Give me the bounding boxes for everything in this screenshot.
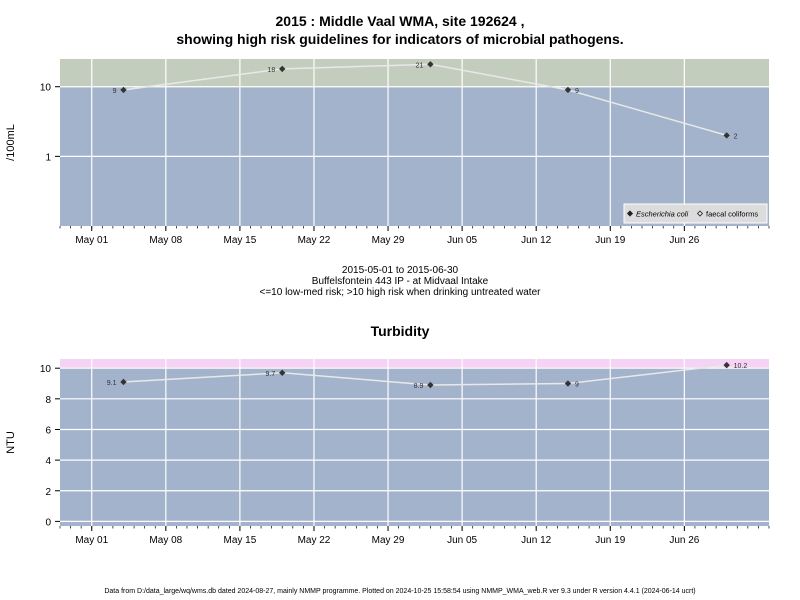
- panel0-xtick-label-5: Jun 05: [447, 235, 477, 246]
- panel0-point-4: [723, 132, 730, 139]
- panel0-point-label-0: 9: [113, 88, 117, 95]
- chart-title-line-1: 2015 : Middle Vaal WMA, site 192624 ,: [275, 13, 525, 29]
- panel0-ytick-label-1: 10: [40, 83, 52, 94]
- panel1-ylabel: NTU: [5, 431, 17, 454]
- panel1-background: [60, 359, 769, 526]
- panel1-ytick-label-5: 10: [40, 364, 52, 375]
- panel0-point-3: [564, 86, 572, 94]
- panel0-point-label-2: 21: [416, 62, 424, 69]
- panel0-xtick-label-6: Jun 12: [521, 235, 551, 246]
- panel1-xtick-label-6: Jun 12: [521, 535, 551, 546]
- panel0-xtick-label-2: May 15: [223, 235, 256, 246]
- panel1-point-0: [120, 378, 127, 386]
- date-range-label: 2015-05-01 to 2015-06-30: [341, 265, 459, 276]
- panel0-xtick-label-8: Jun 26: [669, 235, 699, 246]
- panel0-legend-marker-1: [696, 210, 704, 217]
- panel1-point-1: [279, 369, 286, 376]
- site-name-label: Buffelsfontein 443 IP - at Midvaal Intak…: [311, 276, 489, 287]
- panel1-ytick-label-1: 2: [45, 487, 51, 498]
- panel1-ytick-label-0: 0: [45, 517, 51, 528]
- panel1-xtick-label-7: Jun 19: [595, 535, 625, 546]
- panel1-point-label-2: 8.9: [414, 383, 424, 390]
- panel0-ytick-label-0: 1: [45, 152, 51, 163]
- risk-note-label: <=10 low-med risk; >10 high risk when dr…: [259, 287, 541, 298]
- panel1-point-3: [564, 380, 572, 387]
- panel0-point-label-3: 9: [575, 88, 579, 95]
- panel1-point-2: [427, 381, 434, 389]
- panel0-xtick-label-1: May 08: [149, 235, 182, 246]
- panel0-xtick-label-0: May 01: [75, 235, 108, 246]
- panel1-xtick-label-3: May 22: [298, 535, 331, 546]
- panel1-ytick-label-4: 8: [45, 395, 51, 406]
- panel0-point-label-1: 18: [267, 67, 275, 74]
- panel0-xtick-label-3: May 22: [298, 235, 331, 246]
- panel1-point-label-4: 10.2: [734, 363, 748, 370]
- chart-title-line-2: showing high risk guidelines for indicat…: [176, 31, 624, 47]
- panel1-xtick-label-4: May 29: [372, 535, 405, 546]
- turbidity-title: Turbidity: [370, 323, 430, 339]
- panel1-point-label-3: 9: [575, 382, 579, 389]
- panel1-xtick-label-5: Jun 05: [447, 535, 477, 546]
- panel1-ytick-label-2: 4: [45, 456, 51, 467]
- panel0-legend-label-0: Escherichia coli: [636, 210, 688, 219]
- panel1-high-risk-band: [60, 359, 769, 369]
- panel0-legend-marker-0: [626, 210, 634, 217]
- panel0-legend-box: [623, 203, 768, 224]
- panel1-ytick-label-3: 6: [45, 425, 51, 436]
- panel0-point-label-4: 2: [734, 133, 738, 140]
- panel0-point-1: [279, 65, 286, 73]
- footer-note: Data from D:/data_large/wq/wms.db dated …: [104, 588, 696, 595]
- panel0-point-2: [427, 61, 434, 68]
- panel1-xtick-label-0: May 01: [75, 535, 108, 546]
- panel1-xtick-label-8: Jun 26: [669, 535, 699, 546]
- panel0-xtick-label-4: May 29: [372, 235, 405, 246]
- panel1-point-4: [723, 361, 730, 369]
- panel1-point-label-0: 9.1: [107, 380, 117, 387]
- panel0-point-0: [120, 86, 127, 94]
- panel0-legend-label-1: faecal coliforms: [706, 210, 758, 219]
- panel1-xtick-label-2: May 15: [223, 535, 256, 546]
- panel1-xtick-label-1: May 08: [149, 535, 182, 546]
- panel1-point-label-1: 9.7: [265, 371, 275, 378]
- panel0-ylabel: /100mL: [5, 124, 17, 161]
- panel0-xtick-label-7: Jun 19: [595, 235, 625, 246]
